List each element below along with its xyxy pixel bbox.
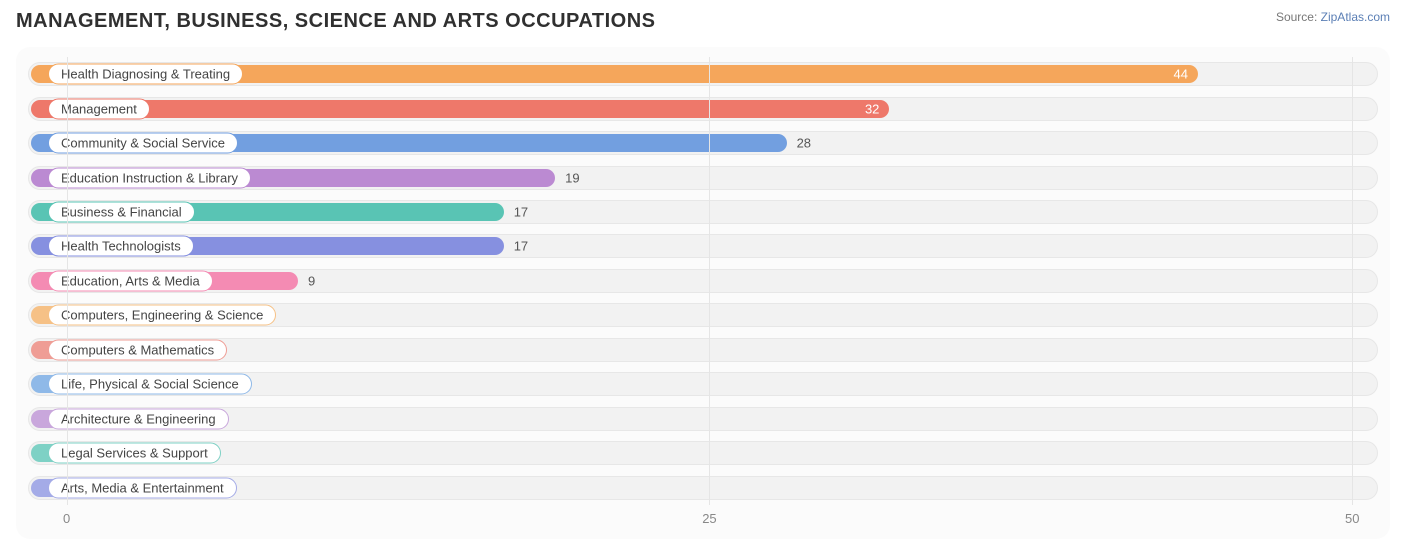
- source-link[interactable]: ZipAtlas.com: [1321, 10, 1390, 24]
- bar-track: [28, 441, 1378, 465]
- gridline: [1352, 57, 1353, 505]
- chart-title: MANAGEMENT, BUSINESS, SCIENCE AND ARTS O…: [16, 10, 655, 33]
- header: MANAGEMENT, BUSINESS, SCIENCE AND ARTS O…: [16, 10, 1390, 33]
- bar-value-label: 32: [865, 101, 879, 116]
- bar-category-pill: Legal Services & Support: [48, 443, 221, 464]
- bar-row: 0Arts, Media & Entertainment: [28, 474, 1378, 502]
- bar-fill: 32: [31, 100, 889, 118]
- bar-category-pill: Computers & Mathematics: [48, 339, 227, 360]
- bar-row: 0Legal Services & Support: [28, 439, 1378, 467]
- bar-category-pill: Life, Physical & Social Science: [48, 374, 252, 395]
- bar-row: 17 Business & Financial: [28, 198, 1378, 226]
- bar-value-label: 44: [1174, 67, 1188, 82]
- bar-track: [28, 407, 1378, 431]
- bar-category-pill: Health Technologists: [48, 236, 194, 257]
- bar-category-pill: Community & Social Service: [48, 133, 238, 154]
- x-tick-label: 50: [1345, 511, 1359, 526]
- x-tick-label: 25: [702, 511, 716, 526]
- bar-value-label: 9: [308, 273, 315, 288]
- bar-category-pill: Education, Arts & Media: [48, 270, 213, 291]
- x-axis: 0 25 50: [28, 511, 1378, 531]
- bar-row: 32 Management: [28, 95, 1378, 123]
- bar-category-pill: Health Diagnosing & Treating: [48, 64, 243, 85]
- bar-category-pill: Arts, Media & Entertainment: [48, 477, 237, 498]
- bar-category-pill: Business & Financial: [48, 202, 195, 223]
- bar-value-label: 19: [565, 170, 579, 185]
- bar-category-pill: Architecture & Engineering: [48, 408, 229, 429]
- gridline: [709, 57, 710, 505]
- bar-row: 9 Education, Arts & Media: [28, 267, 1378, 295]
- bar-value-label: 17: [514, 239, 528, 254]
- bars-container: 44 Health Diagnosing & Treating 32 Manageme…: [28, 57, 1378, 505]
- bar-row: 44 Health Diagnosing & Treating: [28, 60, 1378, 88]
- bar-row: 19 Education Instruction & Library: [28, 164, 1378, 192]
- bar-value-label: 17: [514, 205, 528, 220]
- bar-row: 2Life, Physical & Social Science: [28, 370, 1378, 398]
- source-attribution: Source: ZipAtlas.com: [1276, 10, 1390, 24]
- bar-track: [28, 338, 1378, 362]
- x-tick-label: 0: [63, 511, 70, 526]
- bar-value-label: 28: [797, 136, 811, 151]
- plot-area: 44 Health Diagnosing & Treating 32 Manageme…: [28, 57, 1378, 505]
- chart-area: 44 Health Diagnosing & Treating 32 Manageme…: [16, 47, 1390, 539]
- source-prefix: Source:: [1276, 10, 1321, 24]
- gridline: [67, 57, 68, 505]
- bar-row: 28 Community & Social Service: [28, 129, 1378, 157]
- bar-row: 17 Health Technologists: [28, 232, 1378, 260]
- bar-row: 5Computers, Engineering & Science: [28, 301, 1378, 329]
- bar-category-pill: Education Instruction & Library: [48, 167, 251, 188]
- bar-row: 0Architecture & Engineering: [28, 405, 1378, 433]
- bar-row: 3Computers & Mathematics: [28, 336, 1378, 364]
- bar-category-pill: Computers, Engineering & Science: [48, 305, 276, 326]
- bar-category-pill: Management: [48, 98, 150, 119]
